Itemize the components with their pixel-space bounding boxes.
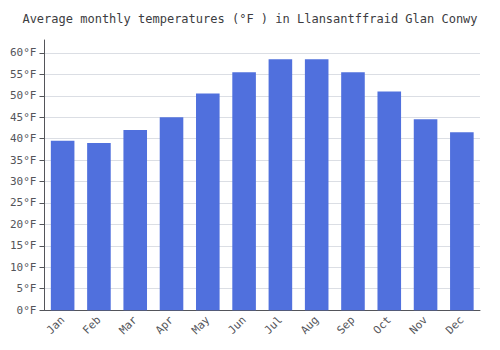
svg-text:Sep: Sep — [334, 314, 357, 337]
svg-text:0°F: 0°F — [17, 304, 37, 317]
svg-text:Feb: Feb — [80, 314, 103, 337]
svg-text:55°F: 55°F — [10, 68, 37, 81]
svg-text:Apr: Apr — [153, 313, 176, 336]
svg-text:May: May — [189, 313, 212, 336]
svg-text:Mar: Mar — [117, 313, 140, 336]
svg-text:Oct: Oct — [371, 314, 394, 337]
svg-text:Nov: Nov — [407, 313, 430, 336]
svg-text:Jul: Jul — [262, 314, 285, 337]
svg-text:10°F: 10°F — [10, 261, 37, 274]
svg-text:45°F: 45°F — [10, 111, 37, 124]
svg-text:25°F: 25°F — [10, 196, 37, 209]
svg-text:40°F: 40°F — [10, 132, 37, 145]
svg-text:Average monthly temperatures (: Average monthly temperatures (°F ) in Ll… — [22, 12, 477, 26]
svg-text:15°F: 15°F — [10, 239, 37, 252]
svg-text:60°F: 60°F — [10, 46, 37, 59]
svg-text:50°F: 50°F — [10, 89, 37, 102]
svg-text:Aug: Aug — [298, 314, 321, 337]
svg-text:30°F: 30°F — [10, 175, 37, 188]
svg-text:5°F: 5°F — [17, 282, 37, 295]
svg-text:Dec: Dec — [443, 314, 466, 337]
svg-text:20°F: 20°F — [10, 218, 37, 231]
svg-text:35°F: 35°F — [10, 154, 37, 167]
svg-text:Jun: Jun — [225, 314, 248, 337]
svg-text:Jan: Jan — [44, 314, 67, 337]
